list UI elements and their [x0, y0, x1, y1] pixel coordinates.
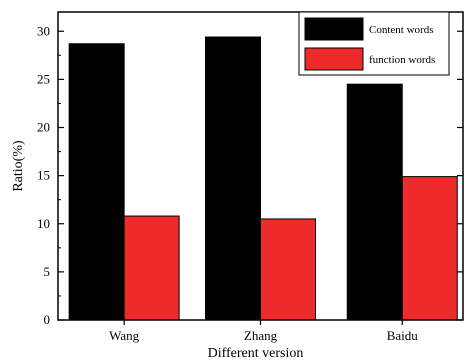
y-axis-label: Ratio(%) [11, 140, 26, 192]
x-tick-label-zhang: Zhang [244, 328, 278, 343]
y-tick-label: 10 [37, 216, 50, 231]
bar-content-words-zhang [205, 36, 261, 321]
x-axis: Wang Zhang Baidu [109, 320, 418, 343]
bar-content-words-wang [68, 43, 125, 321]
bar-content-words-baidu [346, 83, 403, 321]
y-tick-label: 0 [44, 312, 51, 327]
legend: Content words function words [298, 11, 450, 76]
legend-swatch [304, 47, 364, 71]
y-tick-label: 25 [37, 71, 50, 86]
legend-label: Content words [369, 24, 433, 36]
x-tick-label-wang: Wang [109, 328, 139, 343]
y-axis: 0 5 10 15 20 25 30 [37, 23, 463, 327]
y-tick-label: 5 [44, 264, 51, 279]
y-tick-label: 15 [37, 168, 50, 183]
y-tick-label: 30 [37, 23, 50, 38]
bar-function-words-zhang [260, 218, 316, 321]
bar-function-words-baidu [401, 176, 458, 321]
bars-group [68, 36, 458, 321]
y-tick-label: 20 [37, 120, 50, 135]
x-tick-label-baidu: Baidu [387, 328, 419, 343]
legend-label: function words [369, 54, 435, 66]
bar-function-words-wang [123, 215, 180, 321]
x-axis-label: Different version [208, 346, 304, 360]
legend-swatch [304, 17, 364, 41]
